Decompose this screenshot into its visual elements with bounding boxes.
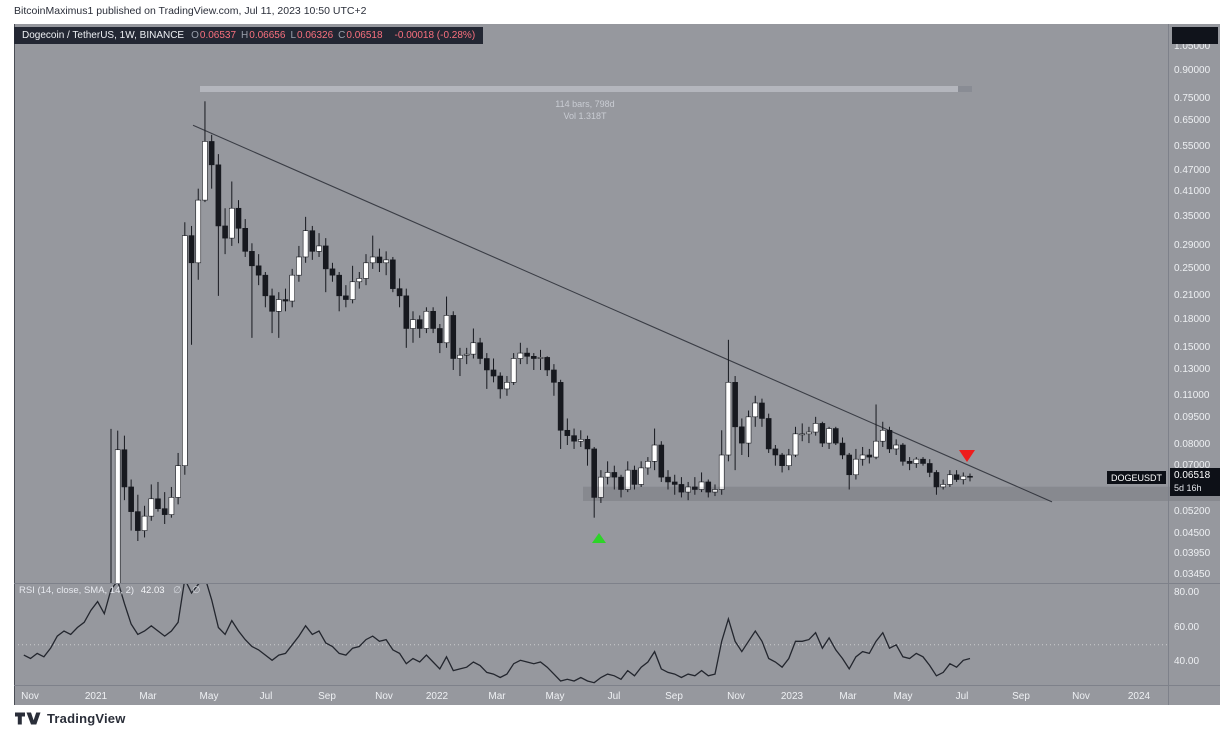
support-zone[interactable] [583,486,1220,501]
rsi-pane [15,583,1167,684]
price-tick: 1.05000 [1174,41,1211,52]
time-tick: 2021 [84,691,108,702]
time-tick: Nov [1072,691,1090,702]
price-tick: 0.65000 [1174,115,1211,127]
time-tick: Sep [665,691,683,702]
price-tick: 0.75000 [1174,93,1211,105]
rsi-hidden-values: ∅ ∅ [173,585,205,596]
rsi-title: RSI (14, close, SMA, 14, 2) [19,585,135,596]
time-tick: Mar [139,691,157,702]
rsi-line [23,583,971,684]
chart-area[interactable]: Dogecoin / TetherUS, 1W, BINANCE O0.0653… [14,24,1220,705]
ohlc-l: L0.06326 [290,30,334,41]
price-tick: 0.35000 [1174,210,1211,222]
time-tick: Mar [488,691,506,702]
up-arrow-marker[interactable] [592,533,606,543]
price-tick: 0.07000 [1174,459,1211,471]
time-tick: May [545,691,565,702]
measure-band[interactable] [200,86,972,92]
time-tick: 2023 [780,691,804,702]
price-tick: 0.05200 [1174,505,1211,517]
ohlc-values: O0.06537 H0.06656 L0.06326 C0.06518 [191,30,387,41]
chart-canvas[interactable] [14,24,1220,705]
price-tick: 0.47000 [1174,165,1211,177]
symbol-legend[interactable]: Dogecoin / TetherUS, 1W, BINANCE O0.0653… [14,27,484,44]
rsi-value: 42.03 [140,585,165,596]
price-tick: 0.25000 [1174,262,1211,274]
time-tick: Sep [1012,691,1030,702]
symbol-title: Dogecoin / TetherUS, 1W, BINANCE [22,30,185,41]
time-tick: May [199,691,219,702]
current-price-label: 0.06518 5d 16h [1170,468,1220,496]
current-price-value: 0.06518 [1174,470,1211,481]
price-tick: 0.03950 [1174,548,1211,560]
price-pane [110,86,1053,583]
ohlc-o: O0.06537 [191,30,237,41]
symbol-price-flag: DOGEUSDT [1106,471,1166,484]
price-tick: 0.04500 [1174,527,1211,539]
candlesticks [110,101,973,583]
measure-annotation: 114 bars, 798d Vol 1.318T [555,98,614,122]
price-tick: 0.90000 [1174,64,1211,76]
rsi-tick: 80.00 [1174,587,1200,598]
ohlc-h: H0.06656 [241,30,286,41]
tradingview-logo-text: TradingView [47,711,126,726]
descending-trendline[interactable] [192,124,1053,503]
bar-countdown: 5d 16h [1174,483,1202,493]
time-tick: May [893,691,913,702]
measure-volume: Vol 1.318T [563,111,607,121]
tradingview-logo-icon [15,712,41,725]
time-tick: Jul [259,691,273,702]
time-tick: Sep [318,691,336,702]
price-tick: 0.13000 [1174,363,1211,375]
axis-top-label-box [1172,27,1218,44]
price-tick: 0.09500 [1174,412,1211,424]
rsi-tick: 60.00 [1174,621,1200,633]
time-tick: 2024 [1127,691,1151,702]
ohlc-c: C0.06518 [338,30,383,41]
time-tick: Nov [727,691,745,702]
time-tick: Nov [21,691,39,702]
change-value: -0.00018 (-0.28%) [394,30,476,41]
price-tick: 0.08000 [1174,439,1211,451]
time-tick: 2022 [425,691,449,702]
price-tick: 0.15000 [1174,341,1211,353]
price-tick: 0.41000 [1174,186,1211,198]
measure-bars-days: 114 bars, 798d [555,99,615,109]
footer-branding[interactable]: TradingView [14,711,126,726]
price-tick: 0.21000 [1174,289,1211,301]
time-tick: Nov [375,691,393,702]
rsi-legend[interactable]: RSI (14, close, SMA, 14, 2) 42.03 ∅ ∅ [19,585,204,596]
rsi-tick: 40.00 [1174,656,1200,667]
price-tick: 0.55000 [1174,140,1211,152]
time-tick: Mar [839,691,857,702]
price-tick: 0.29000 [1174,239,1211,251]
time-tick: Jul [955,691,969,702]
price-tick: 0.11000 [1174,389,1210,401]
time-tick: Jul [607,691,621,702]
price-tick: 0.03450 [1174,569,1211,581]
price-tick: 0.18000 [1174,313,1211,325]
down-arrow-marker[interactable] [959,450,975,462]
attribution-text: BitcoinMaximus1 published on TradingView… [14,5,367,17]
